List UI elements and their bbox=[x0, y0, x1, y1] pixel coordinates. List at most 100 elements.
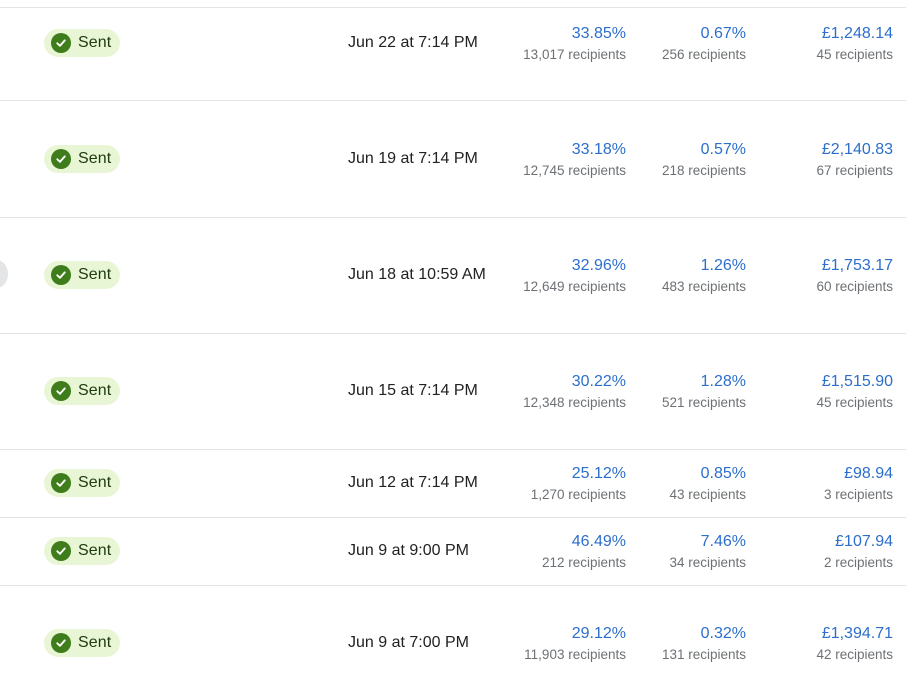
status-label: Sent bbox=[78, 474, 112, 491]
revenue-cell: £1,753.17 60 recipients bbox=[816, 256, 893, 296]
revenue-cell: £2,140.83 67 recipients bbox=[816, 140, 893, 180]
click-rate-value[interactable]: 1.28% bbox=[700, 373, 746, 390]
open-rate-cell: 33.18% 12,745 recipients bbox=[523, 140, 626, 180]
check-circle-icon bbox=[51, 265, 71, 285]
click-rate-cell: 0.57% 218 recipients bbox=[662, 140, 746, 180]
revenue-recipients: 45 recipients bbox=[816, 395, 893, 410]
table-row[interactable]: Sent Jun 18 at 10:59 AM 32.96% 12,649 re… bbox=[0, 218, 906, 334]
send-date: Jun 18 at 10:59 AM bbox=[348, 266, 486, 283]
click-rate-recipients: 131 recipients bbox=[661, 647, 746, 662]
click-rate-cell: 0.32% 131 recipients bbox=[662, 624, 746, 664]
open-rate-value[interactable]: 25.12% bbox=[571, 465, 626, 482]
table-row[interactable]: Sent Jun 15 at 7:14 PM 30.22% 12,348 rec… bbox=[0, 334, 906, 450]
check-circle-icon bbox=[51, 149, 71, 169]
send-date: Jun 9 at 7:00 PM bbox=[348, 634, 469, 651]
send-date: Jun 15 at 7:14 PM bbox=[348, 382, 478, 399]
open-rate-value[interactable]: 33.85% bbox=[571, 25, 626, 42]
revenue-cell: £1,515.90 45 recipients bbox=[816, 372, 893, 412]
revenue-recipients: 60 recipients bbox=[816, 279, 893, 294]
send-date: Jun 19 at 7:14 PM bbox=[348, 150, 478, 167]
open-rate-recipients: 1,270 recipients bbox=[530, 487, 626, 502]
revenue-cell: £1,248.14 45 recipients bbox=[816, 24, 893, 64]
send-date: Jun 9 at 9:00 PM bbox=[348, 542, 469, 559]
check-circle-icon bbox=[51, 541, 71, 561]
revenue-value[interactable]: £1,515.90 bbox=[821, 373, 893, 390]
open-rate-recipients: 11,903 recipients bbox=[524, 647, 626, 662]
revenue-value[interactable]: £2,140.83 bbox=[821, 141, 893, 158]
open-rate-cell: 25.12% 1,270 recipients bbox=[531, 464, 626, 504]
check-circle-icon bbox=[51, 381, 71, 401]
revenue-value[interactable]: £1,248.14 bbox=[821, 25, 893, 42]
table-row[interactable]: Sent Jun 22 at 7:14 PM 33.85% 13,017 rec… bbox=[0, 8, 906, 101]
revenue-value[interactable]: £107.94 bbox=[835, 533, 893, 550]
status-badge: Sent bbox=[44, 537, 120, 565]
open-rate-cell: 29.12% 11,903 recipients bbox=[524, 624, 626, 664]
click-rate-cell: 7.46% 34 recipients bbox=[669, 532, 746, 572]
status-label: Sent bbox=[78, 542, 112, 559]
click-rate-recipients: 43 recipients bbox=[669, 487, 746, 502]
open-rate-value[interactable]: 32.96% bbox=[571, 257, 626, 274]
click-rate-recipients: 521 recipients bbox=[661, 395, 746, 410]
revenue-recipients: 67 recipients bbox=[816, 163, 893, 178]
status-label: Sent bbox=[78, 34, 112, 51]
open-rate-value[interactable]: 46.49% bbox=[571, 533, 626, 550]
row-select-edge[interactable] bbox=[0, 260, 8, 288]
table-row[interactable]: Sent Jun 19 at 7:14 PM 33.18% 12,745 rec… bbox=[0, 101, 906, 218]
open-rate-cell: 30.22% 12,348 recipients bbox=[523, 372, 626, 412]
click-rate-recipients: 218 recipients bbox=[661, 163, 746, 178]
status-badge: Sent bbox=[44, 469, 120, 497]
table-top-divider bbox=[0, 7, 906, 8]
status-badge: Sent bbox=[44, 261, 120, 289]
open-rate-recipients: 12,745 recipients bbox=[523, 163, 626, 178]
open-rate-cell: 32.96% 12,649 recipients bbox=[523, 256, 626, 296]
open-rate-recipients: 212 recipients bbox=[541, 555, 626, 570]
click-rate-value[interactable]: 0.67% bbox=[700, 25, 746, 42]
revenue-cell: £1,394.71 42 recipients bbox=[816, 624, 893, 664]
open-rate-cell: 33.85% 13,017 recipients bbox=[523, 24, 626, 64]
revenue-cell: £98.94 3 recipients bbox=[824, 464, 893, 504]
revenue-value[interactable]: £1,753.17 bbox=[821, 257, 893, 274]
open-rate-value[interactable]: 30.22% bbox=[571, 373, 626, 390]
open-rate-recipients: 12,348 recipients bbox=[523, 395, 626, 410]
click-rate-recipients: 256 recipients bbox=[661, 47, 746, 62]
check-circle-icon bbox=[51, 473, 71, 493]
revenue-cell: £107.94 2 recipients bbox=[824, 532, 893, 572]
open-rate-recipients: 13,017 recipients bbox=[523, 47, 626, 62]
click-rate-cell: 1.28% 521 recipients bbox=[662, 372, 746, 412]
status-badge: Sent bbox=[44, 377, 120, 405]
revenue-recipients: 3 recipients bbox=[823, 487, 893, 502]
click-rate-value[interactable]: 0.85% bbox=[700, 465, 746, 482]
check-circle-icon bbox=[51, 33, 71, 53]
status-label: Sent bbox=[78, 382, 112, 399]
click-rate-cell: 1.26% 483 recipients bbox=[662, 256, 746, 296]
send-date: Jun 22 at 7:14 PM bbox=[348, 34, 478, 51]
send-date: Jun 12 at 7:14 PM bbox=[348, 474, 478, 491]
click-rate-value[interactable]: 1.26% bbox=[700, 257, 746, 274]
status-label: Sent bbox=[78, 150, 112, 167]
status-label: Sent bbox=[78, 266, 112, 283]
revenue-value[interactable]: £1,394.71 bbox=[821, 625, 893, 642]
status-badge: Sent bbox=[44, 629, 120, 657]
click-rate-value[interactable]: 0.57% bbox=[700, 141, 746, 158]
open-rate-value[interactable]: 29.12% bbox=[571, 625, 626, 642]
open-rate-cell: 46.49% 212 recipients bbox=[542, 532, 626, 572]
status-label: Sent bbox=[78, 634, 112, 651]
table-row[interactable]: Sent Jun 9 at 7:00 PM 29.12% 11,903 reci… bbox=[0, 586, 906, 676]
click-rate-value[interactable]: 0.32% bbox=[700, 625, 746, 642]
status-badge: Sent bbox=[44, 145, 120, 173]
revenue-recipients: 42 recipients bbox=[816, 647, 893, 662]
revenue-recipients: 2 recipients bbox=[823, 555, 893, 570]
click-rate-recipients: 34 recipients bbox=[669, 555, 746, 570]
open-rate-recipients: 12,649 recipients bbox=[523, 279, 626, 294]
table-row[interactable]: Sent Jun 9 at 9:00 PM 46.49% 212 recipie… bbox=[0, 518, 906, 586]
click-rate-value[interactable]: 7.46% bbox=[700, 533, 746, 550]
click-rate-recipients: 483 recipients bbox=[661, 279, 746, 294]
click-rate-cell: 0.67% 256 recipients bbox=[662, 24, 746, 64]
revenue-value[interactable]: £98.94 bbox=[844, 465, 893, 482]
revenue-recipients: 45 recipients bbox=[816, 47, 893, 62]
check-circle-icon bbox=[51, 633, 71, 653]
open-rate-value[interactable]: 33.18% bbox=[571, 141, 626, 158]
status-badge: Sent bbox=[44, 29, 120, 57]
table-row[interactable]: Sent Jun 12 at 7:14 PM 25.12% 1,270 reci… bbox=[0, 450, 906, 518]
